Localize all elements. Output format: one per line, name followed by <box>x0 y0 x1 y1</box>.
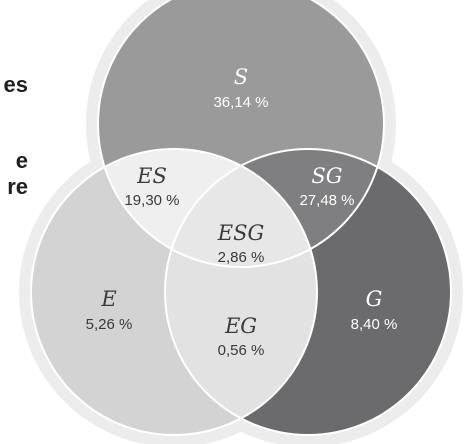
value-es: 19,30 % <box>124 192 179 209</box>
value-g: 8,40 % <box>351 316 398 333</box>
label-esg: ESG <box>217 221 265 245</box>
label-es: ES <box>136 164 167 188</box>
label-eg: EG <box>224 314 257 338</box>
value-eg: 0,56 % <box>218 342 265 359</box>
label-e: E <box>100 287 116 311</box>
value-sg: 27,48 % <box>299 192 354 209</box>
label-sg: SG <box>311 164 342 188</box>
value-esg: 2,86 % <box>218 249 265 266</box>
value-s: 36,14 % <box>213 94 268 111</box>
label-s: S <box>234 65 248 89</box>
value-e: 5,26 % <box>86 316 133 333</box>
label-g: G <box>366 287 383 311</box>
